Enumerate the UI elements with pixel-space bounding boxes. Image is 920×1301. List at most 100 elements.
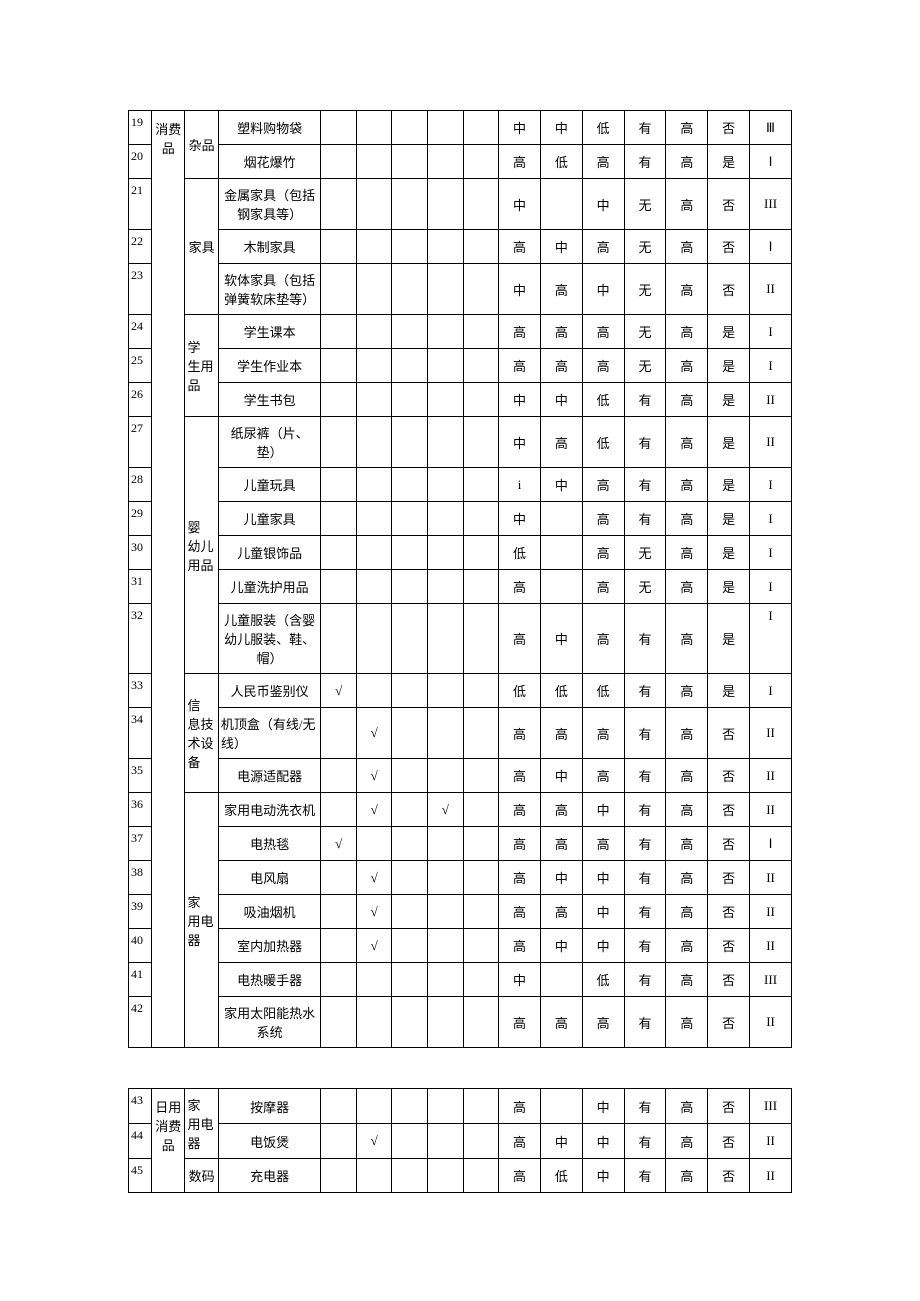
check-cell	[392, 145, 428, 179]
product-name: 木制家具	[218, 230, 320, 264]
table-row: 42家用太阳能热水系统高高高有高否II	[129, 997, 792, 1048]
value-cell: 高	[499, 1089, 541, 1124]
check-cell	[463, 674, 499, 708]
check-cell	[321, 349, 357, 383]
value-cell: 有	[624, 383, 666, 417]
check-cell	[392, 759, 428, 793]
product-name: 金属家具（包括钢家具等）	[218, 179, 320, 230]
check-cell	[463, 536, 499, 570]
value-cell	[540, 570, 582, 604]
check-cell	[463, 1124, 499, 1159]
check-cell	[321, 145, 357, 179]
check-cell	[392, 1089, 428, 1124]
row-seq: 36	[129, 793, 152, 827]
value-cell: 低	[582, 383, 624, 417]
value-cell: III	[750, 963, 792, 997]
check-cell	[356, 1089, 392, 1124]
check-cell	[356, 111, 392, 145]
value-cell: 有	[624, 145, 666, 179]
check-cell	[428, 604, 464, 674]
check-cell	[392, 604, 428, 674]
value-cell: 否	[708, 827, 750, 861]
value-cell: 中	[499, 111, 541, 145]
value-cell: 高	[666, 1159, 708, 1193]
value-cell: I	[750, 536, 792, 570]
value-cell: 高	[499, 230, 541, 264]
value-cell: II	[750, 417, 792, 468]
value-cell: 中	[540, 759, 582, 793]
check-cell: √	[428, 793, 464, 827]
check-cell	[463, 383, 499, 417]
check-cell	[321, 570, 357, 604]
check-cell: √	[321, 827, 357, 861]
value-cell: II	[750, 929, 792, 963]
value-cell: II	[750, 759, 792, 793]
check-cell	[321, 536, 357, 570]
check-cell	[428, 861, 464, 895]
check-cell	[428, 759, 464, 793]
value-cell: 低	[582, 963, 624, 997]
category-cell: 日用消费品	[152, 1089, 185, 1193]
table-row: 40室内加热器√高中中有高否II	[129, 929, 792, 963]
value-cell	[540, 179, 582, 230]
product-name: 儿童银饰品	[218, 536, 320, 570]
subcategory-cell: 婴 幼儿 用品	[185, 417, 218, 674]
value-cell: I	[750, 468, 792, 502]
value-cell: 高	[666, 468, 708, 502]
check-cell	[321, 1159, 357, 1193]
value-cell: 有	[624, 417, 666, 468]
check-cell	[463, 793, 499, 827]
table-row: 28儿童玩具i中高有高是I	[129, 468, 792, 502]
table-row: 30儿童银饰品低高无高是I	[129, 536, 792, 570]
check-cell	[321, 604, 357, 674]
check-cell: √	[356, 708, 392, 759]
check-cell: √	[356, 861, 392, 895]
product-name: 电热毯	[218, 827, 320, 861]
check-cell	[428, 179, 464, 230]
check-cell	[428, 468, 464, 502]
value-cell: 中	[499, 383, 541, 417]
row-seq: 42	[129, 997, 152, 1048]
check-cell	[321, 1089, 357, 1124]
value-cell: 有	[624, 827, 666, 861]
check-cell	[428, 417, 464, 468]
category-cell: 消费品	[152, 111, 185, 1048]
value-cell: II	[750, 793, 792, 827]
check-cell	[356, 997, 392, 1048]
check-cell	[428, 111, 464, 145]
product-name: 儿童服装（含婴幼儿服装、鞋、帽）	[218, 604, 320, 674]
subcategory-cell: 信 息技 术设备	[185, 674, 218, 793]
value-cell: 中	[582, 1159, 624, 1193]
value-cell: 中	[499, 264, 541, 315]
value-cell: 高	[540, 997, 582, 1048]
check-cell	[356, 674, 392, 708]
value-cell: 高	[582, 315, 624, 349]
value-cell: II	[750, 1124, 792, 1159]
row-seq: 21	[129, 179, 152, 230]
check-cell	[463, 861, 499, 895]
value-cell: 高	[582, 708, 624, 759]
value-cell	[540, 536, 582, 570]
row-seq: 34	[129, 708, 152, 759]
table-row: 39吸油烟机√高高中有高否II	[129, 895, 792, 929]
value-cell: 高	[666, 895, 708, 929]
row-seq: 26	[129, 383, 152, 417]
value-cell: 无	[624, 264, 666, 315]
product-table-2: 43日用消费品家 用电器按摩器高中有高否III44电饭煲√高中中有高否II45数…	[128, 1088, 792, 1193]
product-name: 学生书包	[218, 383, 320, 417]
value-cell: 高	[499, 315, 541, 349]
check-cell: √	[356, 929, 392, 963]
check-cell	[392, 383, 428, 417]
check-cell	[392, 963, 428, 997]
value-cell: II	[750, 861, 792, 895]
check-cell	[392, 708, 428, 759]
value-cell: 是	[708, 145, 750, 179]
product-name: 机顶盒（有线/无线）	[218, 708, 320, 759]
value-cell: 是	[708, 604, 750, 674]
value-cell	[540, 963, 582, 997]
value-cell: 否	[708, 793, 750, 827]
check-cell	[428, 963, 464, 997]
value-cell: 高	[582, 997, 624, 1048]
check-cell	[428, 1159, 464, 1193]
table-row: 32儿童服装（含婴幼儿服装、鞋、帽）高中高有高是I	[129, 604, 792, 674]
